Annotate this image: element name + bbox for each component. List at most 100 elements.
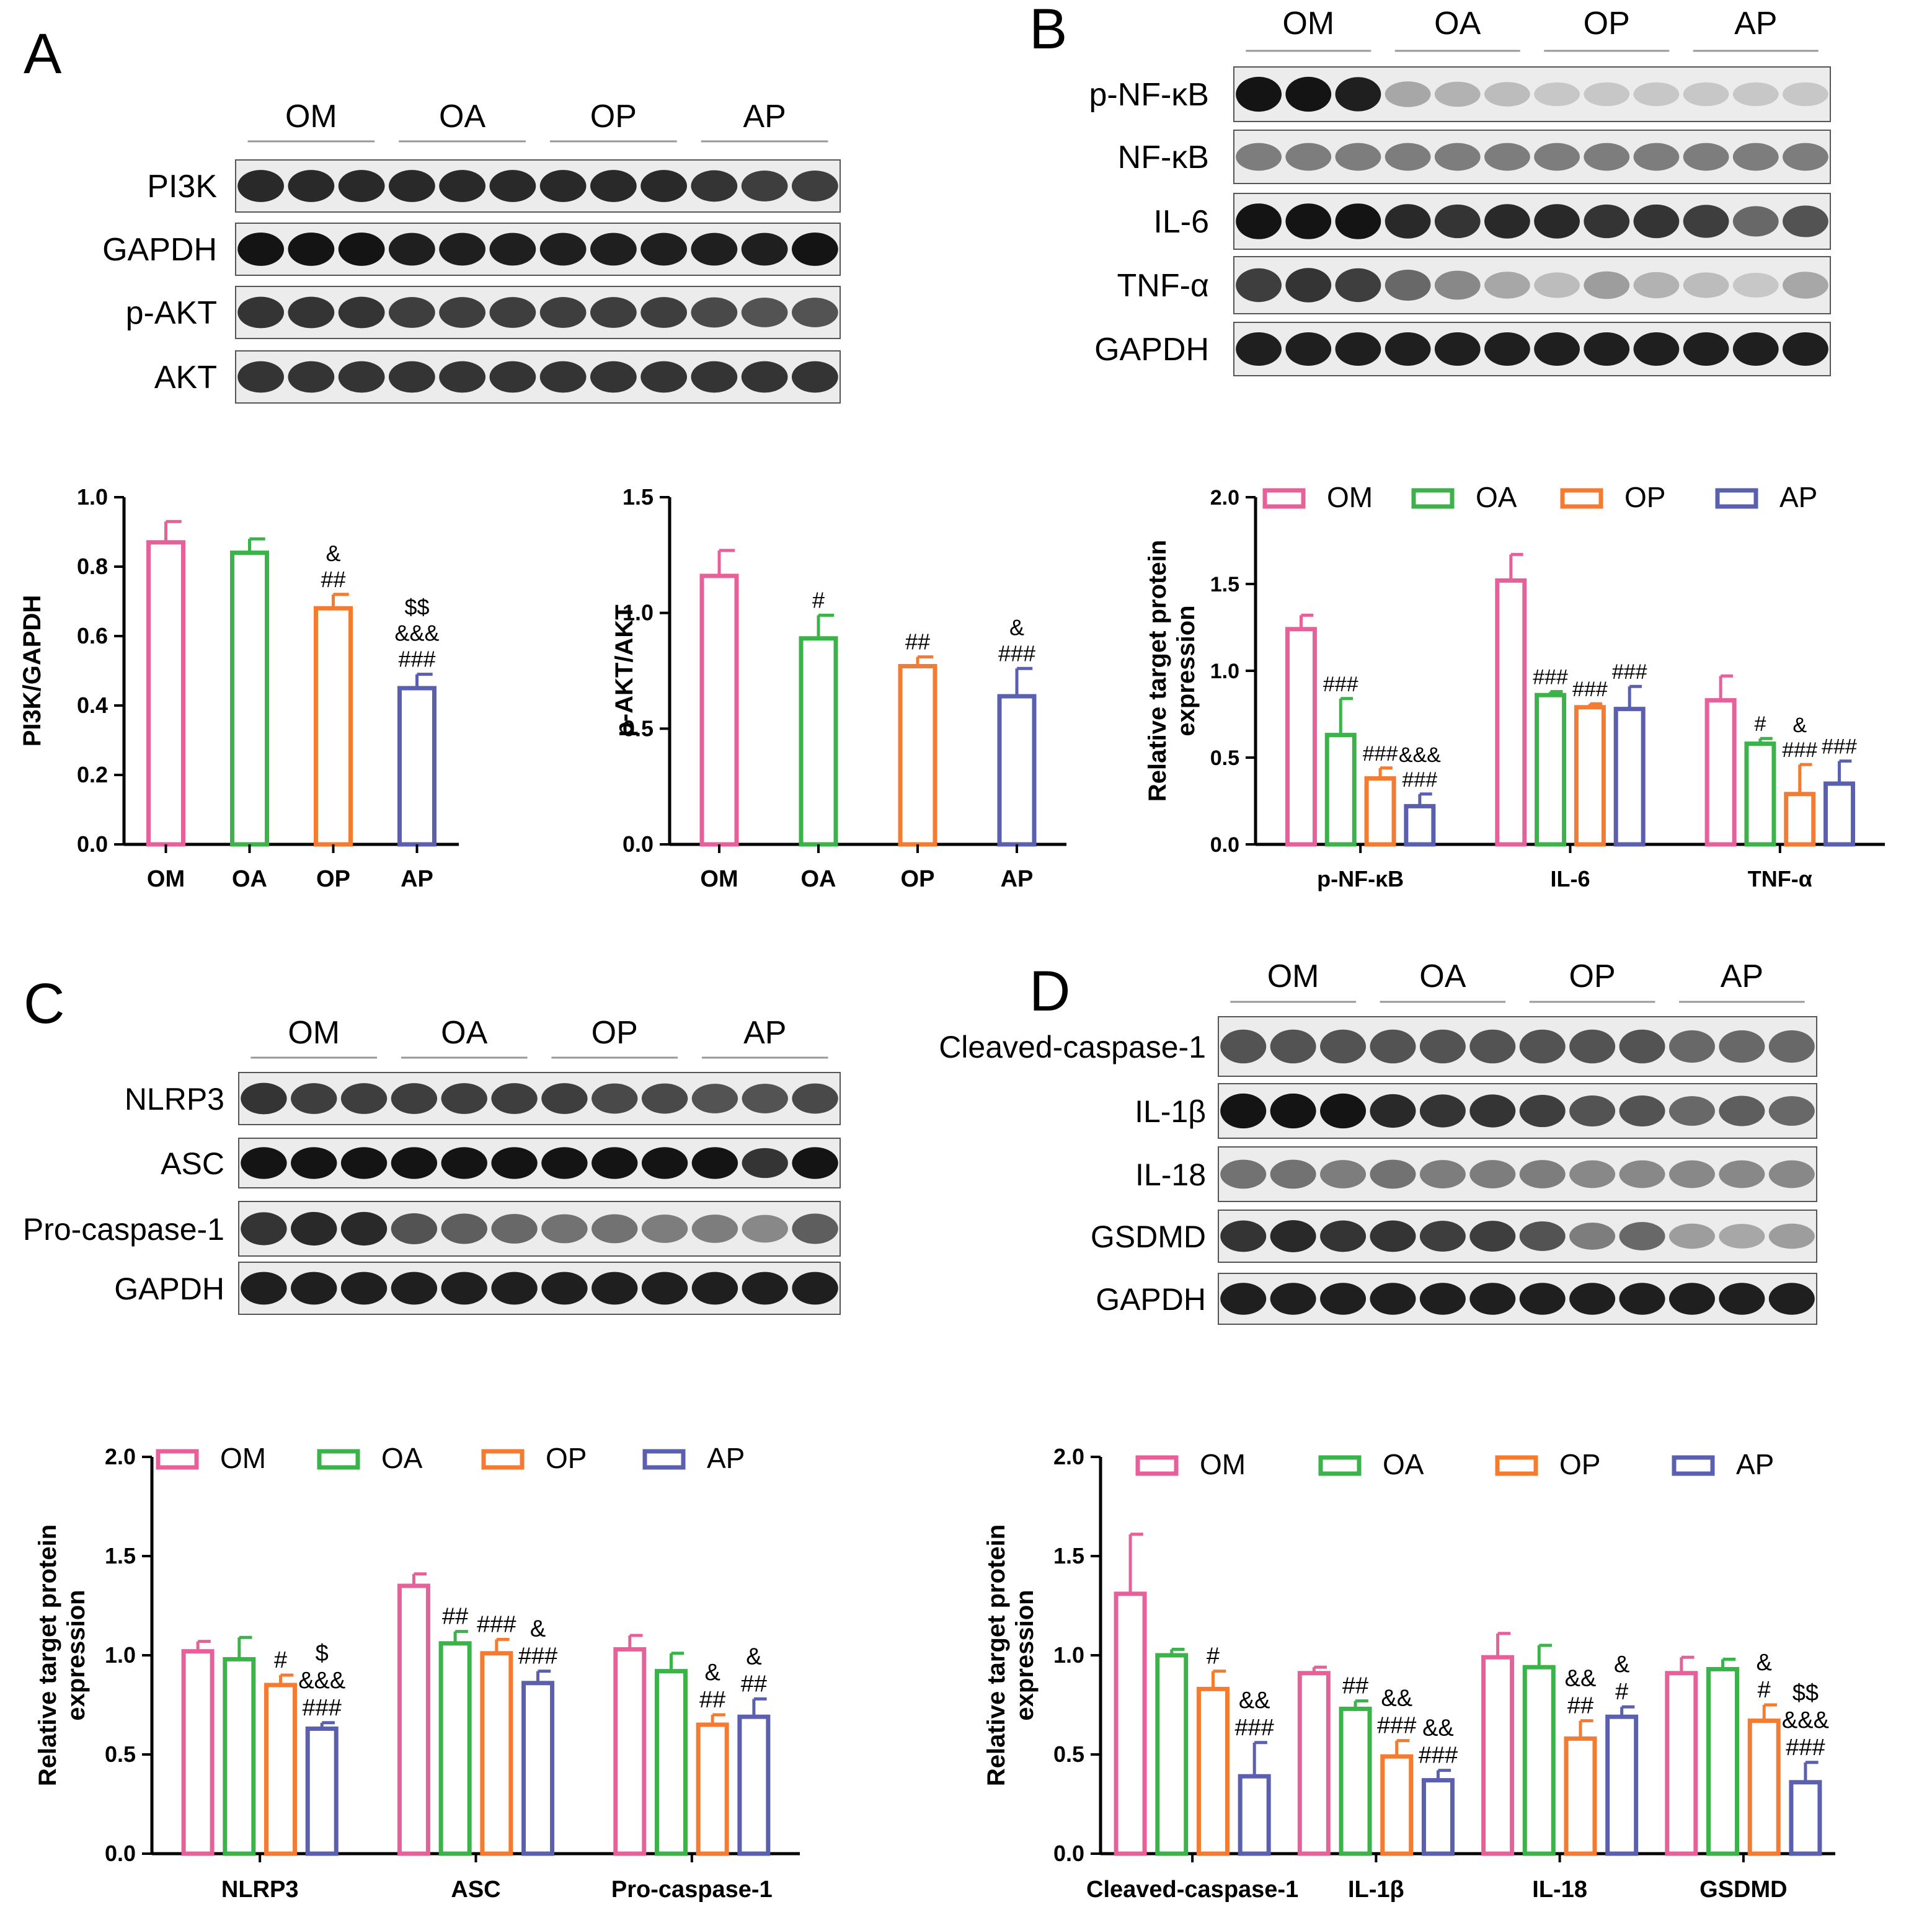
panel-letter-d: D — [1029, 960, 1070, 1023]
blot-band — [541, 1147, 588, 1179]
blot-band — [1619, 1222, 1665, 1250]
blot-row-label: IL-1β — [1135, 1094, 1206, 1129]
blot-band — [1783, 332, 1828, 366]
blot-band — [241, 1082, 287, 1115]
blot-group-label: OP — [1584, 6, 1630, 42]
blot-band — [1285, 203, 1332, 239]
x-tick-label: OA — [801, 866, 836, 892]
blot-band — [338, 361, 385, 393]
significance-label: ### — [1572, 678, 1608, 701]
blot-band — [1419, 1094, 1466, 1128]
bar-chart-2: 0.0 0.5 1.0 1.5 p-AKT/AKT OM # OA ## OP &### AP — [611, 484, 1066, 892]
bar — [1380, 1754, 1414, 1856]
blot-band — [1236, 332, 1282, 366]
blot-band — [489, 361, 536, 393]
panel-letter-b: B — [1029, 0, 1067, 61]
blot-band — [1732, 143, 1779, 171]
blot-group-label: OA — [439, 99, 485, 135]
blot-band — [590, 297, 637, 328]
blot-band — [1419, 1283, 1466, 1315]
blot-band — [237, 170, 284, 202]
blot-strip — [238, 1262, 841, 1315]
x-tick-label: GSDMD — [1699, 1877, 1787, 1903]
blot-strip — [235, 350, 841, 404]
blot-band — [237, 232, 284, 266]
blot-strip — [1218, 1273, 1817, 1325]
blot-strip — [235, 286, 841, 339]
blot-band — [1469, 1160, 1516, 1188]
blot-band — [742, 1084, 788, 1113]
blot-band — [1285, 332, 1332, 366]
x-tick-label: OM — [700, 866, 738, 892]
blot-group-label: OP — [590, 99, 637, 135]
blot-group-label: AP — [743, 1015, 786, 1051]
blot-band — [1768, 1030, 1815, 1063]
bar — [1789, 1780, 1822, 1856]
significance-label: $$ — [404, 595, 429, 620]
significance-label: ### — [1786, 1735, 1825, 1761]
y-tick-label: 0.5 — [1210, 746, 1239, 770]
blot-band — [1732, 82, 1779, 107]
blot-band — [491, 1214, 538, 1244]
legend-swatch — [1262, 488, 1306, 509]
blot-band — [592, 1214, 638, 1244]
y-tick-label: 1.0 — [77, 484, 108, 510]
blot-band — [340, 1272, 388, 1305]
blot-band — [1320, 1283, 1367, 1315]
blot-band — [1320, 1029, 1367, 1064]
blot-band — [792, 298, 838, 327]
blot-band — [1484, 143, 1530, 171]
blot-band — [1584, 332, 1630, 366]
blot-band — [1584, 143, 1630, 171]
legend-swatch — [481, 1449, 525, 1470]
blot-band — [1285, 268, 1332, 303]
blot-band — [1668, 1223, 1715, 1249]
bar — [696, 1722, 729, 1856]
blot-band — [1719, 1283, 1765, 1315]
blot-band — [1732, 332, 1779, 366]
blot-band — [439, 361, 485, 393]
y-axis-label: Relative target protein — [1144, 540, 1171, 802]
blot-band — [439, 232, 485, 266]
blot-band — [1768, 1096, 1815, 1126]
blot-band — [1783, 205, 1828, 237]
y-tick-label: 0.8 — [77, 554, 108, 579]
blot-strip — [235, 159, 841, 213]
blot-band — [640, 297, 687, 328]
blot-band — [389, 170, 435, 202]
significance-label: &&& — [298, 1668, 345, 1694]
blot-band — [288, 296, 335, 329]
blot-group-label: OA — [1419, 958, 1466, 994]
blot-strip — [1233, 130, 1831, 184]
x-tick-label: OM — [147, 866, 185, 892]
blot-band — [1270, 1159, 1316, 1189]
significance-label: ### — [998, 640, 1035, 666]
blot-band — [1668, 1283, 1715, 1315]
bar — [1495, 578, 1527, 847]
x-tick-label: Cleaved-caspase-1 — [1086, 1877, 1298, 1903]
blot-band — [1434, 270, 1481, 300]
blot-band — [291, 1083, 337, 1114]
blot-band — [1534, 143, 1580, 171]
bar — [1297, 1671, 1331, 1856]
blot-band — [741, 298, 788, 327]
blot-strip — [1218, 1016, 1817, 1077]
blot-band — [340, 1211, 388, 1246]
blot-band — [288, 361, 335, 393]
blot-row-label: GSDMD — [1091, 1219, 1206, 1254]
blot-band — [441, 1083, 487, 1114]
bar-chart-4: 0.0 0.5 1.0 1.5 2.0 Relative target protein ex… — [34, 1442, 800, 1903]
blot-row-label: GAPDH — [1096, 1282, 1206, 1317]
blot-band — [1768, 1283, 1815, 1315]
significance-label: & — [326, 541, 340, 566]
bar — [230, 551, 269, 847]
blot-group-label: OP — [592, 1015, 638, 1051]
y-axis-label: Relative target protein — [34, 1524, 61, 1786]
blot-band — [291, 1147, 337, 1179]
blot-band — [691, 1147, 738, 1179]
x-tick-label: p-NF-κB — [1317, 866, 1404, 891]
blot-band — [1619, 1160, 1665, 1188]
blot-band — [1783, 143, 1828, 171]
bar — [305, 1726, 339, 1856]
blot-band — [241, 1212, 287, 1245]
